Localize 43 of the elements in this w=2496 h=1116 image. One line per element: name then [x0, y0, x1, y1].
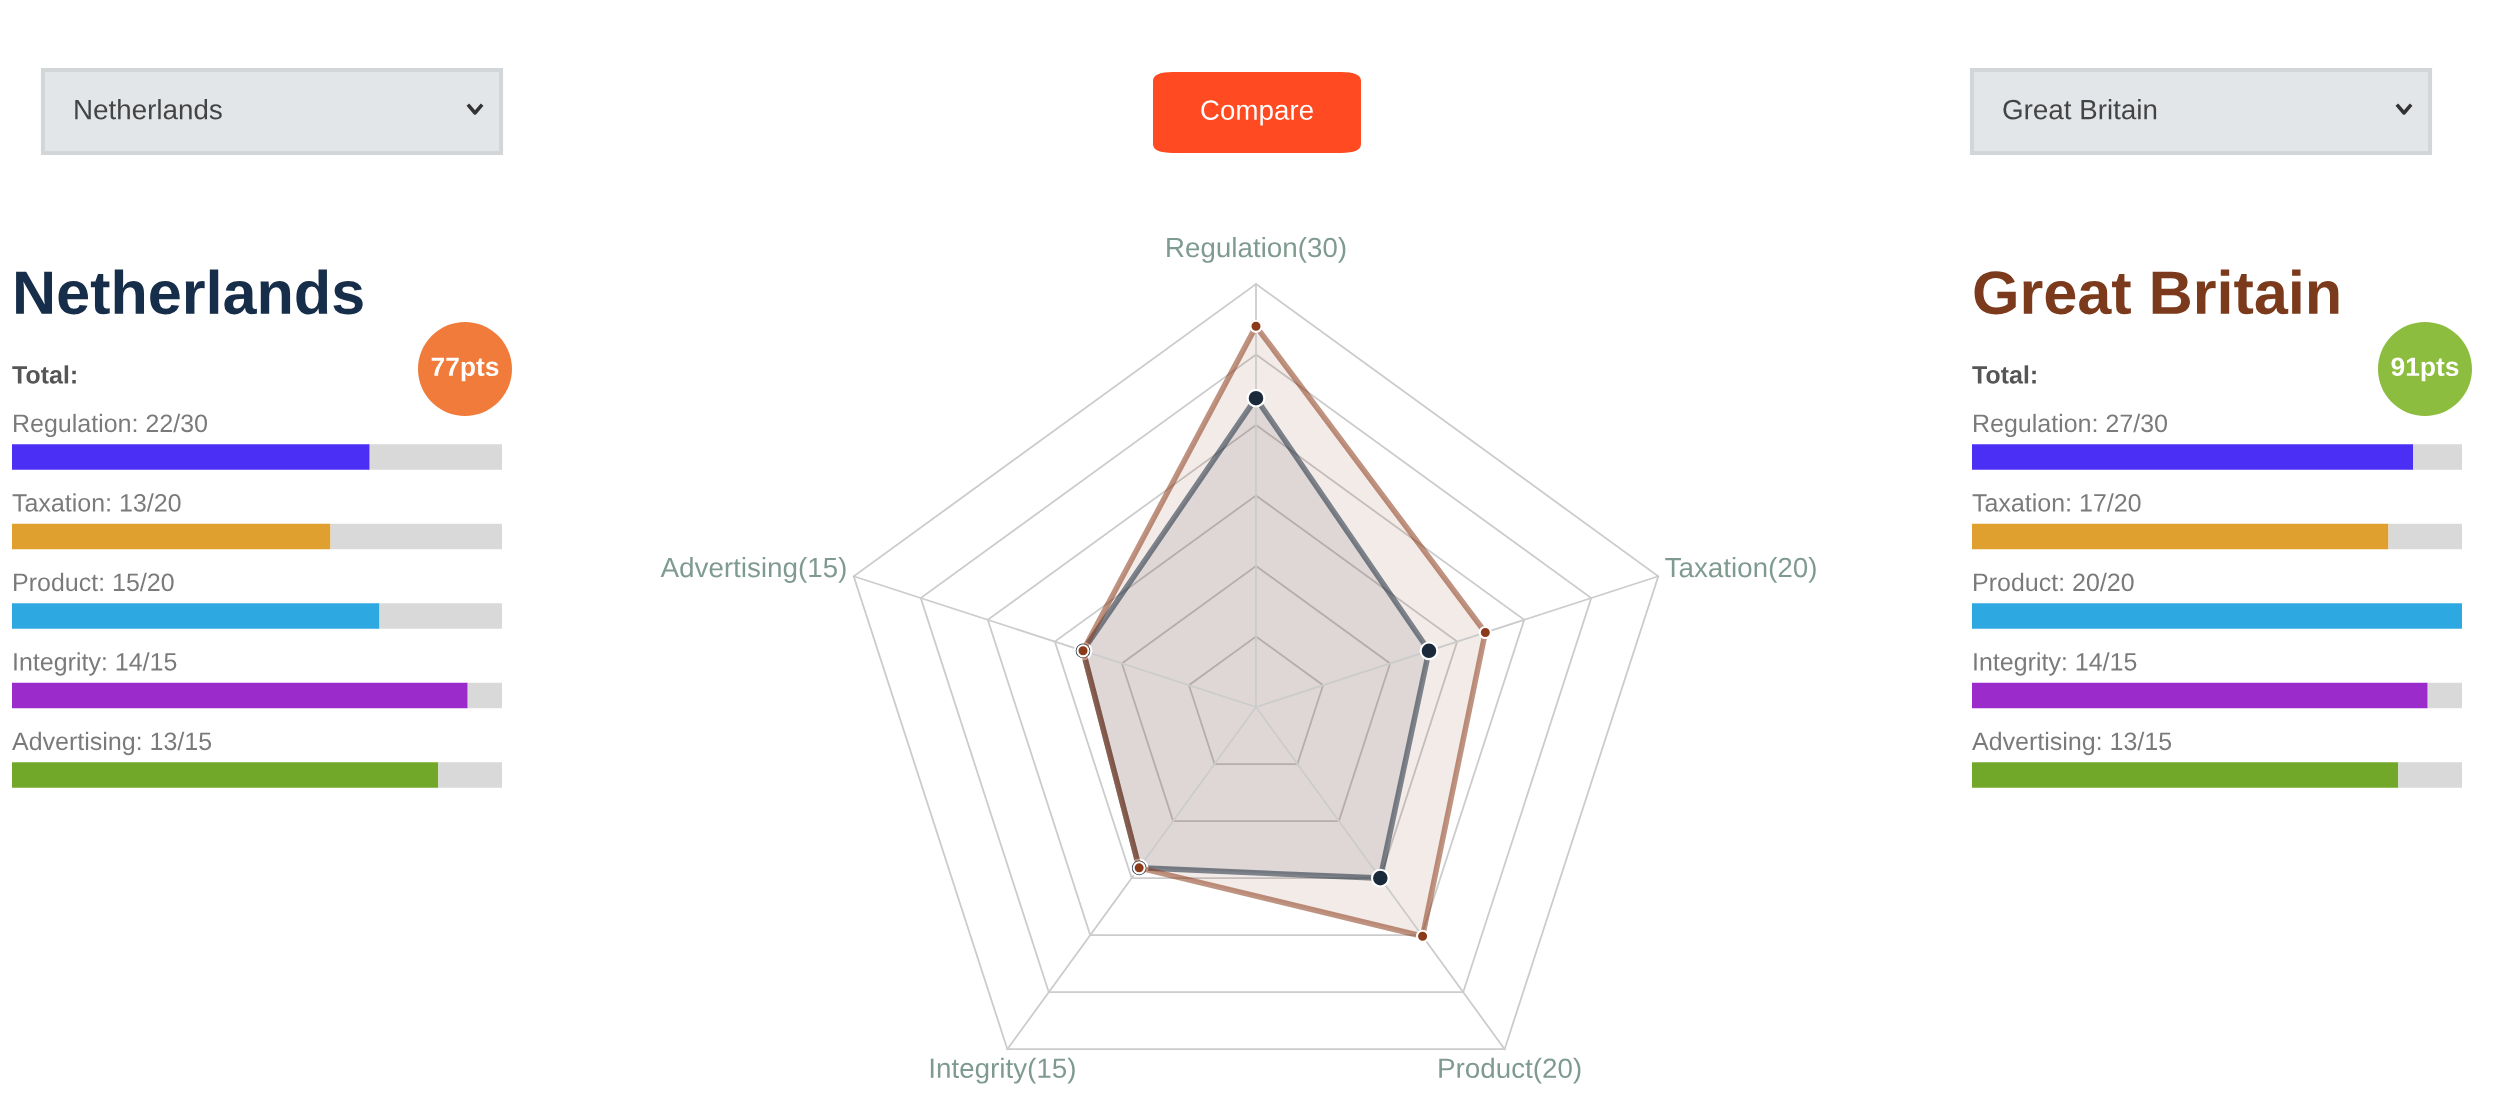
y-tick-label: Advertising: 13/15 [1972, 731, 2172, 756]
chart-title: Netherlands [16, 269, 363, 315]
bar [12, 603, 380, 629]
bar [2413, 444, 2462, 470]
text: Total: [12, 365, 76, 384]
bar [438, 762, 502, 788]
y-tick-label: Regulation: 22/30 [14, 413, 208, 438]
bar [1972, 603, 2462, 629]
text: Total: [1972, 365, 2036, 384]
spoke-label: Product(20) [1439, 1057, 1581, 1084]
bar [467, 682, 502, 709]
y-tick-label: Advertising: 13/15 [12, 731, 212, 756]
bar [2398, 762, 2462, 788]
spoke-label: Regulation(30) [1167, 236, 1346, 263]
bar [2388, 523, 2462, 550]
bar [379, 603, 502, 629]
bar [1972, 762, 2399, 788]
bar [12, 444, 370, 470]
y-tick-label: Integrity: 14/15 [14, 652, 177, 676]
y-tick-label: Product: 20/20 [1974, 572, 2134, 592]
y-tick-label: Integrity: 14/15 [1974, 652, 2137, 676]
bar [1972, 682, 2428, 709]
text: Netherlands [75, 99, 222, 120]
y-tick-label: Taxation: 17/20 [1972, 493, 2141, 512]
chart-title: Great Britain [1974, 269, 2339, 315]
text: Compare [1201, 100, 1313, 126]
text: Great Britain [2003, 99, 2157, 120]
text: 77pts [431, 357, 499, 382]
spoke-label: Advertising(15) [660, 556, 846, 583]
bar [12, 682, 468, 709]
text: 91pts [2391, 357, 2459, 382]
bar [330, 523, 502, 550]
bar [2427, 682, 2462, 709]
bar [1972, 523, 2389, 550]
bar [1972, 444, 2413, 470]
bar [369, 444, 502, 470]
y-tick-label: Product: 15/20 [14, 572, 174, 592]
bar [12, 762, 439, 788]
spoke-label: Taxation(20) [1665, 556, 1816, 583]
y-tick-label: Regulation: 27/30 [1974, 413, 2168, 438]
bar [12, 523, 331, 550]
y-tick-label: Taxation: 13/20 [12, 493, 181, 512]
spoke-label: Integrity(15) [930, 1057, 1075, 1084]
